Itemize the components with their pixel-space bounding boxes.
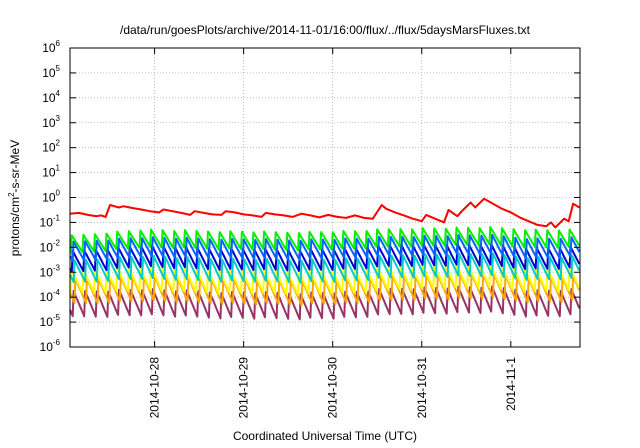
y-tick-label-base: 10 [40,290,54,304]
y-tick-label: 10-1 [40,213,61,229]
y-tick-label-exponent: -2 [53,238,61,247]
series-line [69,262,581,296]
y-axis-label-rest: -s-sr-MeV [8,140,22,193]
series-line [69,242,581,273]
y-tick-label-exponent: 6 [56,39,61,48]
y-tick-label-base: 10 [40,315,54,329]
y-tick-label-exponent: 3 [56,114,61,123]
y-tick-label: 10-3 [40,263,61,279]
series-line [69,233,581,263]
y-tick-label-base: 10 [40,340,54,354]
y-tick-label: 101 [42,164,60,180]
y-tick-label: 100 [42,189,60,205]
series-line [69,252,581,284]
y-tick-label: 105 [42,64,60,80]
y-tick-label-exponent: 2 [56,139,61,148]
y-tick-label: 103 [42,114,60,130]
y-tick-label-exponent: -1 [53,213,61,222]
y-tick-label: 10-2 [40,238,61,254]
y-tick-label: 104 [42,89,60,105]
x-tick-label: 2014-11-1 [504,357,518,411]
x-tick-label: 2014-10-29 [237,357,251,419]
y-tick-label-exponent: 5 [56,64,61,73]
y-tick-label: 10-5 [40,313,61,329]
y-tick-label-base: 10 [42,166,56,180]
y-tick-label-exponent: -4 [53,288,61,297]
series-layer [69,197,581,321]
y-tick-label-base: 10 [40,215,54,229]
y-tick-label-base: 10 [42,91,56,105]
x-axis-label: Coordinated Universal Time (UTC) [233,429,417,443]
series-line [69,197,580,229]
y-tick-label-base: 10 [42,141,56,155]
y-axis-ticks: 10-610-510-410-310-210-11001011021031041… [40,39,580,354]
y-tick-label-base: 10 [42,116,56,130]
series-line [69,226,581,254]
y-axis-label-sup: 2 [7,192,16,197]
y-tick-label: 106 [42,39,60,55]
y-tick-label: 102 [42,139,60,155]
y-tick-label-base: 10 [40,240,54,254]
y-axis-label-base: protons/cm [8,197,22,256]
x-tick-label: 2014-10-30 [326,357,340,419]
y-tick-label-exponent: -5 [53,313,61,322]
x-tick-label: 2014-10-28 [148,357,162,419]
chart-title: /data/run/goesPlots/archive/2014-11-01/1… [120,23,531,37]
x-axis-ticks: 2014-10-28 2014-10-29 2014-10-30 2014-10-31… [148,48,518,418]
y-axis-label: protons/cm2-s-sr-MeV [7,140,22,256]
y-tick-label-exponent: 0 [56,189,61,198]
y-tick-label: 10-6 [40,338,61,354]
y-tick-label-exponent: -3 [53,263,61,272]
y-tick-label-exponent: -6 [53,338,61,347]
y-tick-label-exponent: 1 [56,164,61,173]
y-tick-label-exponent: 4 [56,89,61,98]
y-tick-label-base: 10 [42,191,56,205]
x-tick-label: 2014-10-31 [415,357,429,419]
y-tick-label-base: 10 [42,41,56,55]
y-tick-label-base: 10 [42,66,56,80]
y-tick-label: 10-4 [40,288,61,304]
y-tick-label-base: 10 [40,265,54,279]
